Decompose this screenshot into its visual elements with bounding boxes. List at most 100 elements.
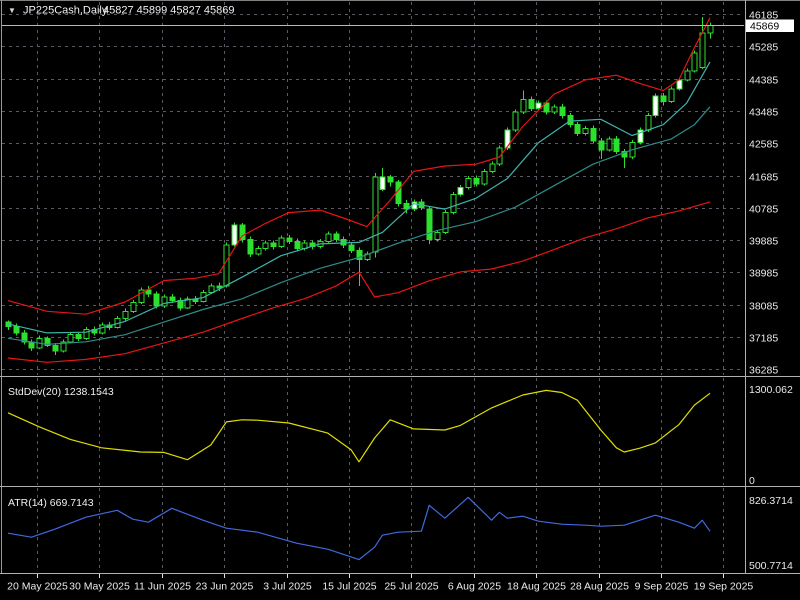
price-axis-label[interactable]: 40785	[749, 203, 778, 215]
candle-body	[442, 212, 449, 233]
candle-body	[481, 170, 488, 185]
price-axis-label[interactable]: 38985	[749, 267, 778, 279]
candle-body	[528, 99, 535, 110]
candle-body	[67, 334, 74, 343]
candle-body	[262, 242, 269, 250]
candle-body	[582, 127, 589, 135]
main-price-panel[interactable]	[2, 17, 744, 363]
time-axis-label[interactable]: 23 Jun 2025	[196, 581, 254, 593]
stddev-panel[interactable]	[7, 389, 711, 463]
band-lower-line	[7, 201, 711, 363]
atr-line	[7, 496, 711, 561]
stddev-min-label: 0	[749, 475, 755, 487]
current-price-value: 45869	[750, 21, 779, 33]
chart-ohlc-readout: 45827 45899 45827 45869	[103, 5, 235, 17]
candle-body	[606, 138, 613, 151]
candle-body	[652, 95, 659, 117]
candle-body	[333, 233, 340, 241]
stddev-max-label: 1300.062	[749, 384, 793, 396]
candle-body	[684, 70, 691, 81]
chart-title: JP225Cash,Daily	[23, 5, 108, 17]
candle-body	[512, 111, 519, 131]
candle-body	[450, 194, 457, 214]
price-axis-label[interactable]: 36285	[749, 364, 778, 376]
candle-body	[83, 328, 90, 339]
candle-body	[99, 324, 106, 334]
candle-body	[239, 224, 246, 241]
time-axis-label[interactable]: 19 Sep 2025	[694, 581, 754, 593]
time-axis-label[interactable]: 28 Aug 2025	[570, 581, 629, 593]
candle-body	[574, 124, 581, 135]
candle-body	[691, 52, 698, 72]
candle-body	[535, 102, 542, 110]
candle-body	[645, 115, 652, 131]
candle-body	[270, 242, 277, 248]
current-price-box	[746, 19, 794, 32]
candle-body	[231, 224, 238, 246]
candle-body	[325, 233, 332, 242]
price-axis-label[interactable]: 45285	[749, 41, 778, 53]
candle-body	[169, 296, 176, 302]
candle-body	[13, 325, 20, 334]
candle-body	[473, 178, 480, 185]
atr-panel[interactable]	[7, 496, 711, 561]
candle-body	[457, 187, 464, 196]
band-upper-line	[7, 17, 711, 315]
atr-max-label: 826.3714	[749, 495, 793, 507]
candle-body	[122, 310, 129, 320]
candle-body	[356, 249, 363, 260]
candle-body	[278, 237, 285, 248]
candle-body	[668, 88, 675, 102]
price-axis-label[interactable]: 43485	[749, 106, 778, 118]
price-axis-label[interactable]: 37185	[749, 332, 778, 344]
candle-body	[286, 237, 293, 242]
time-axis-label[interactable]: 20 May 2025	[7, 581, 68, 593]
candle-body	[348, 244, 355, 251]
candle-body	[52, 344, 59, 352]
time-axis-label[interactable]: 3 Jul 2025	[263, 581, 312, 593]
candle-body	[543, 102, 550, 113]
candle-body	[676, 79, 683, 90]
time-axis-label[interactable]: 30 May 2025	[69, 581, 130, 593]
candle-body	[613, 138, 620, 153]
grid-layer	[2, 2, 744, 571]
time-axis-label[interactable]: 15 Jul 2025	[322, 581, 376, 593]
candle-body	[161, 296, 168, 307]
axes-layer[interactable]: 20 May 2025 30 May 2025 11 Jun 2025 23 Jun …	[7, 9, 778, 592]
candle-body	[223, 244, 230, 287]
price-axis-label[interactable]: 41685	[749, 171, 778, 183]
time-axis-label[interactable]: 11 Jun 2025	[134, 581, 191, 593]
candle-body	[138, 289, 145, 303]
stddev-line	[7, 389, 711, 463]
time-axis-label[interactable]: 9 Sep 2025	[635, 581, 689, 593]
price-axis-label[interactable]: 42585	[749, 138, 778, 150]
candle-body	[247, 239, 254, 255]
candle-body	[567, 115, 574, 126]
price-axis-label[interactable]: 46185	[749, 9, 778, 21]
candle-body	[75, 334, 82, 339]
candle-body	[699, 32, 706, 68]
price-axis-label[interactable]: 44385	[749, 74, 778, 86]
candle-body	[411, 201, 418, 210]
candle-body	[387, 176, 394, 183]
chart-dropdown-icon[interactable]: ▼	[8, 6, 16, 15]
candle-body	[590, 127, 597, 142]
price-axis-label[interactable]: 38085	[749, 300, 778, 312]
candle-body	[403, 203, 410, 210]
candle-body	[707, 24, 714, 34]
atr-min-label: 500.7714	[749, 560, 793, 572]
ma-slow-line	[7, 106, 711, 345]
price-axis-label[interactable]: 39885	[749, 235, 778, 247]
candle-body	[520, 99, 527, 113]
time-axis-label[interactable]: 6 Aug 2025	[448, 581, 501, 593]
stddev-label: StdDev(20) 1238.1543	[8, 386, 114, 398]
candle-body	[559, 106, 566, 117]
candle-body	[621, 151, 628, 158]
candle-body	[130, 301, 137, 312]
ma-fast-line	[7, 61, 711, 334]
time-axis-label[interactable]: 18 Aug 2025	[507, 581, 566, 593]
current-price-marker: 45869	[746, 19, 794, 33]
time-axis-label[interactable]: 25 Jul 2025	[384, 581, 438, 593]
candle-body	[294, 240, 301, 250]
